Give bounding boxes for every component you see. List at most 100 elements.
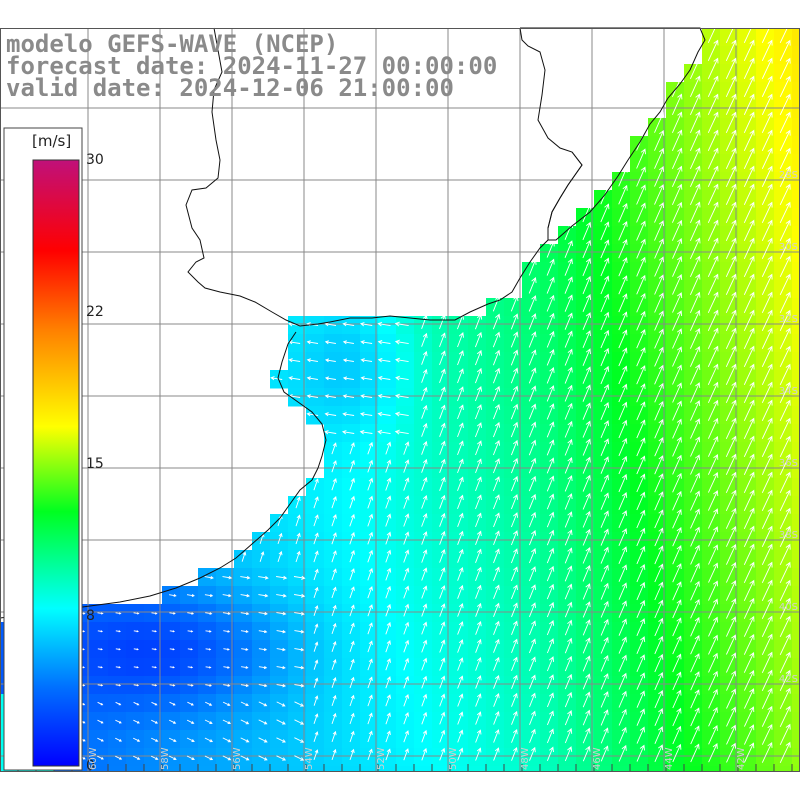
wind-arrow	[707, 399, 719, 421]
wind-arrow	[761, 741, 773, 763]
wind-arrow	[672, 490, 682, 511]
wind-arrow	[385, 712, 391, 725]
wind-arrow	[475, 602, 482, 617]
wind-arrow	[672, 328, 683, 349]
wind-arrow	[743, 597, 755, 619]
wind-arrow	[671, 75, 683, 97]
wind-arrow	[342, 322, 355, 327]
wind-arrow	[151, 684, 158, 687]
wind-arrow	[475, 747, 482, 761]
wind-arrow	[510, 566, 518, 582]
wind-arrow	[654, 581, 664, 601]
wind-arrow	[475, 548, 482, 563]
wind-arrow	[707, 327, 719, 349]
wind-arrow	[707, 201, 719, 223]
wind-arrow	[349, 513, 355, 527]
wind-arrow	[654, 129, 665, 151]
wind-arrow	[564, 619, 573, 636]
wind-arrow	[97, 648, 103, 651]
wind-arrow	[689, 327, 701, 349]
wind-arrow	[689, 93, 701, 115]
wind-arrow	[403, 675, 410, 689]
wind-arrow	[743, 435, 755, 457]
wind-cell	[504, 766, 523, 772]
wind-arrow	[421, 531, 428, 545]
wind-arrow	[582, 402, 591, 420]
wind-arrow	[600, 745, 609, 762]
wind-arrow	[600, 257, 610, 277]
wind-arrow	[618, 473, 628, 493]
wind-arrow	[377, 375, 391, 381]
wind-arrow	[546, 403, 555, 420]
wind-arrow	[331, 532, 337, 545]
wind-arrow	[313, 586, 319, 599]
wind-arrow	[493, 530, 500, 546]
wind-arrow	[294, 611, 305, 616]
wind-arrow	[582, 257, 592, 277]
wind-arrow	[493, 729, 500, 743]
wind-arrow	[654, 617, 664, 637]
wind-arrow	[331, 550, 337, 563]
wind-arrow	[672, 418, 682, 439]
wind-cell	[792, 658, 800, 677]
wind-cell	[792, 154, 800, 173]
wind-cell	[792, 370, 800, 389]
wind-cell	[90, 766, 109, 772]
wind-arrow	[133, 648, 139, 651]
wind-arrow	[761, 579, 773, 601]
wind-arrow	[457, 584, 464, 599]
wind-arrow	[222, 755, 232, 761]
wind-arrow	[725, 28, 734, 43]
wind-arrow	[360, 394, 373, 399]
wind-arrow	[276, 629, 287, 634]
wind-arrow	[493, 674, 500, 689]
wind-arrow	[493, 566, 500, 582]
wind-arrow	[385, 621, 391, 635]
wind-arrow	[582, 221, 592, 241]
wind-arrow	[421, 368, 428, 383]
lon-label: 46W	[592, 747, 603, 770]
wind-arrow	[528, 511, 537, 528]
wind-arrow	[169, 648, 175, 651]
wind-arrow	[671, 93, 683, 115]
wind-arrow	[493, 638, 500, 653]
wind-arrow	[600, 709, 609, 726]
wind-arrow	[761, 345, 773, 367]
wind-cell	[612, 766, 631, 772]
wind-arrow	[600, 420, 610, 438]
wind-arrow	[654, 653, 664, 673]
wind-cell	[738, 766, 757, 772]
wind-arrow	[331, 676, 337, 688]
wind-arrow	[582, 510, 591, 528]
wind-arrow	[294, 665, 305, 670]
wind-arrow	[761, 309, 773, 331]
wind-arrow	[510, 367, 519, 384]
wind-arrow	[240, 684, 250, 688]
wind-arrow	[510, 530, 519, 546]
wind-arrow	[707, 345, 719, 367]
wind-arrow	[618, 311, 628, 331]
wind-arrow	[564, 258, 573, 276]
wind-cell	[522, 766, 541, 772]
wind-arrow	[403, 711, 409, 725]
lon-label: 50W	[448, 747, 459, 770]
wind-arrow	[546, 330, 555, 348]
wind-arrow	[385, 549, 392, 563]
wind-arrow	[761, 489, 773, 511]
wind-arrow	[725, 345, 737, 367]
wind-arrow	[331, 460, 337, 473]
wind-arrow	[546, 421, 555, 438]
wind-arrow	[582, 294, 592, 312]
wind-arrow	[672, 545, 682, 565]
wind-arrow	[510, 295, 519, 312]
wind-arrow	[168, 755, 177, 760]
wind-arrow	[349, 712, 355, 725]
wind-arrow	[743, 706, 755, 727]
wind-arrow	[276, 755, 287, 761]
wind-arrow	[707, 273, 719, 295]
wind-arrow	[151, 648, 157, 651]
wind-arrow	[313, 478, 319, 491]
wind-arrow	[277, 532, 283, 545]
wind-arrow	[395, 375, 409, 381]
wind-arrow	[600, 691, 609, 708]
